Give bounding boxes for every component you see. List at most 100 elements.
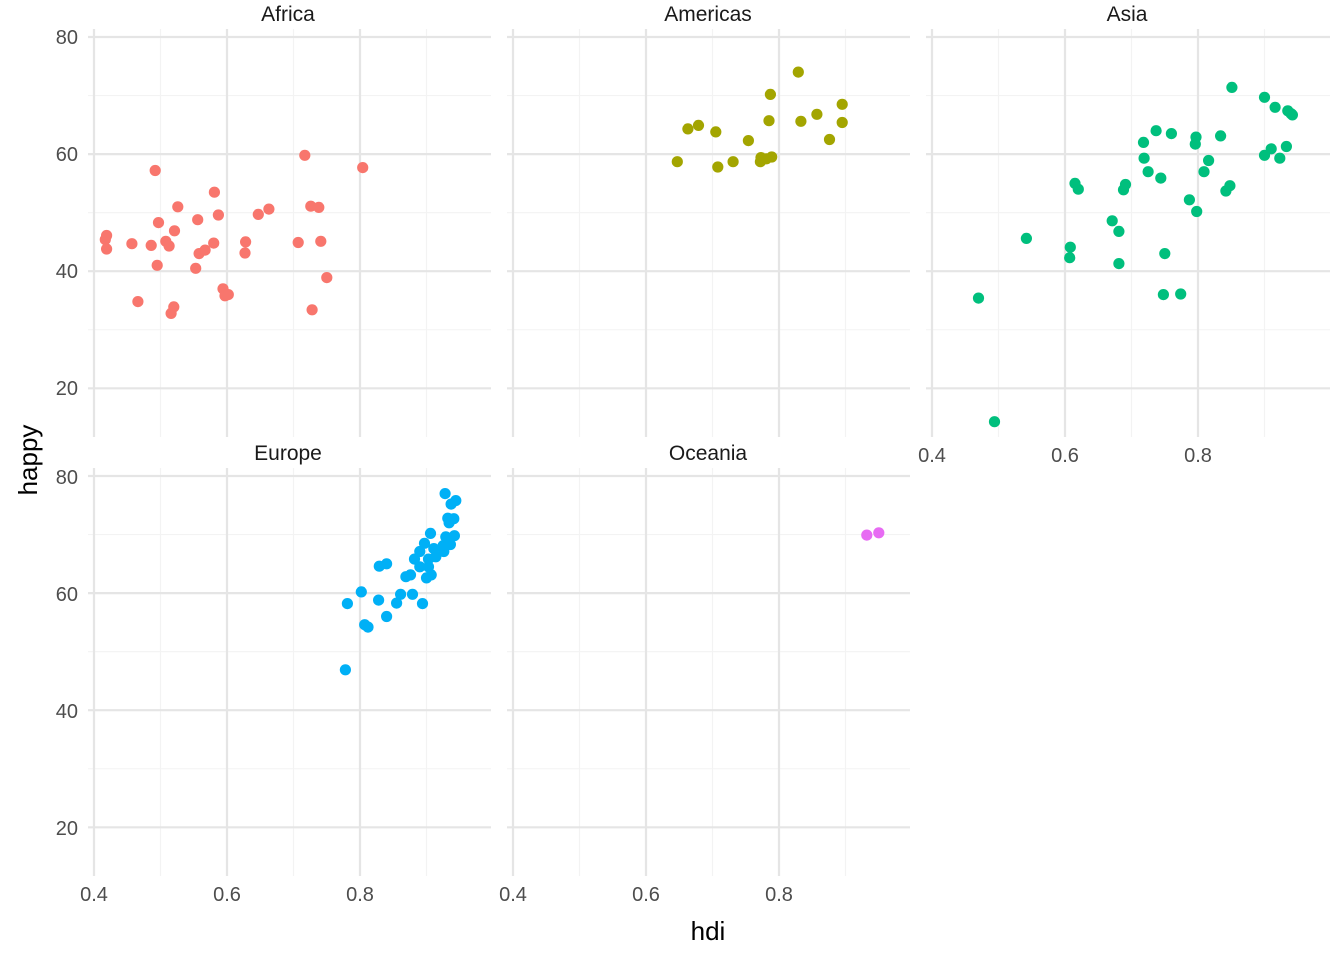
data-point-asia xyxy=(1142,166,1154,178)
data-point-europe xyxy=(448,513,460,525)
data-point-asia xyxy=(1113,258,1125,270)
data-point-africa xyxy=(152,217,165,229)
data-point-americas xyxy=(682,123,694,135)
data-point-africa xyxy=(313,201,325,213)
data-point-americas xyxy=(692,119,705,131)
data-point-europe xyxy=(381,558,393,570)
y-tick-label-bottom-40: 40 xyxy=(56,701,78,723)
data-point-africa xyxy=(126,238,138,250)
data-point-asia xyxy=(1274,152,1286,164)
data-point-asia xyxy=(1157,289,1169,301)
data-point-africa xyxy=(192,214,204,226)
data-point-asia xyxy=(1137,136,1150,148)
y-tick-label-bottom-80: 80 xyxy=(56,467,78,489)
data-point-europe xyxy=(391,597,403,609)
grid-layer xyxy=(88,29,1330,876)
x-tick-label-oceania-0.6: 0.6 xyxy=(632,884,660,906)
data-point-asia xyxy=(1224,180,1236,192)
data-point-europe xyxy=(416,598,429,610)
x-tick-label-europe-0.6: 0.6 xyxy=(213,884,241,906)
data-point-africa xyxy=(222,289,234,301)
x-tick-label-asia-0.6: 0.6 xyxy=(1051,445,1079,467)
x-axis-title: hdi xyxy=(691,916,726,946)
data-point-africa xyxy=(101,229,113,242)
data-point-asia xyxy=(1106,215,1118,227)
y-tick-label-bottom-60: 60 xyxy=(56,584,78,606)
data-point-africa xyxy=(199,244,211,256)
data-point-asia xyxy=(1198,166,1210,178)
data-point-africa xyxy=(101,243,113,255)
data-point-asia xyxy=(1119,178,1132,191)
data-point-africa xyxy=(168,301,180,313)
data-point-europe xyxy=(373,594,385,606)
data-point-asia xyxy=(1269,101,1281,113)
x-tick-label-europe-0.8: 0.8 xyxy=(346,884,374,906)
data-point-africa xyxy=(208,237,220,249)
facet-strip-asia: Asia xyxy=(1107,3,1148,26)
data-point-asia xyxy=(1138,152,1150,164)
data-point-asia xyxy=(1215,130,1227,142)
data-point-asia xyxy=(1155,172,1167,184)
data-point-europe xyxy=(424,527,437,540)
data-point-africa xyxy=(252,208,264,220)
data-point-americas xyxy=(727,156,739,168)
facet-strip-europe: Europe xyxy=(254,442,322,465)
data-point-asia xyxy=(1190,131,1202,143)
data-point-asia xyxy=(1258,91,1271,103)
data-point-asia xyxy=(1286,109,1298,121)
y-tick-label-top-20: 20 xyxy=(56,378,78,400)
data-point-asia xyxy=(1064,252,1076,264)
data-point-americas xyxy=(823,133,836,146)
y-tick-label-top-40: 40 xyxy=(56,261,78,283)
data-point-africa xyxy=(149,164,161,177)
data-point-asia xyxy=(1203,154,1215,167)
data-point-asia xyxy=(1072,183,1084,195)
data-point-americas xyxy=(766,151,778,163)
data-point-americas xyxy=(742,135,755,147)
data-point-europe xyxy=(430,551,442,563)
data-point-africa xyxy=(151,259,163,271)
y-tick-label-bottom-20: 20 xyxy=(56,818,78,840)
y-axis-title: happy xyxy=(13,425,43,496)
data-point-europe xyxy=(438,545,450,558)
data-point-europe xyxy=(439,488,451,500)
data-point-asia xyxy=(972,292,985,304)
points-layer xyxy=(99,66,1298,676)
data-point-africa xyxy=(163,240,175,252)
data-point-asia xyxy=(1280,140,1292,153)
data-point-europe xyxy=(406,588,419,600)
data-point-asia xyxy=(1183,194,1195,206)
data-point-europe xyxy=(450,495,462,507)
data-point-africa xyxy=(145,239,157,251)
data-point-americas xyxy=(836,98,848,110)
data-point-africa xyxy=(240,236,252,248)
data-point-europe xyxy=(414,561,426,573)
data-point-europe xyxy=(425,569,437,581)
data-point-oceania xyxy=(873,527,885,539)
data-point-asia xyxy=(1150,125,1162,137)
facet-strip-oceania: Oceania xyxy=(669,442,748,465)
data-point-africa xyxy=(315,235,327,247)
data-point-europe xyxy=(339,664,351,676)
y-tick-label-top-60: 60 xyxy=(56,144,78,166)
data-point-europe xyxy=(341,598,353,610)
data-point-americas xyxy=(792,66,804,78)
data-point-americas xyxy=(671,156,683,168)
data-point-africa xyxy=(263,203,275,215)
facet-strip-africa: Africa xyxy=(261,3,315,26)
data-point-africa xyxy=(299,149,311,161)
x-tick-label-asia-0.8: 0.8 xyxy=(1184,445,1212,467)
data-point-oceania xyxy=(861,529,873,541)
data-point-asia xyxy=(1265,143,1277,155)
data-point-americas xyxy=(795,115,807,127)
data-point-asia xyxy=(1159,248,1171,260)
data-point-europe xyxy=(414,545,426,558)
data-point-americas xyxy=(811,108,823,120)
x-tick-label-oceania-0.8: 0.8 xyxy=(765,884,793,906)
data-point-asia xyxy=(1165,128,1177,140)
data-point-africa xyxy=(208,186,220,198)
data-point-europe xyxy=(444,538,456,551)
x-tick-label-oceania-0.4: 0.4 xyxy=(499,884,527,906)
data-point-asia xyxy=(988,416,1001,428)
